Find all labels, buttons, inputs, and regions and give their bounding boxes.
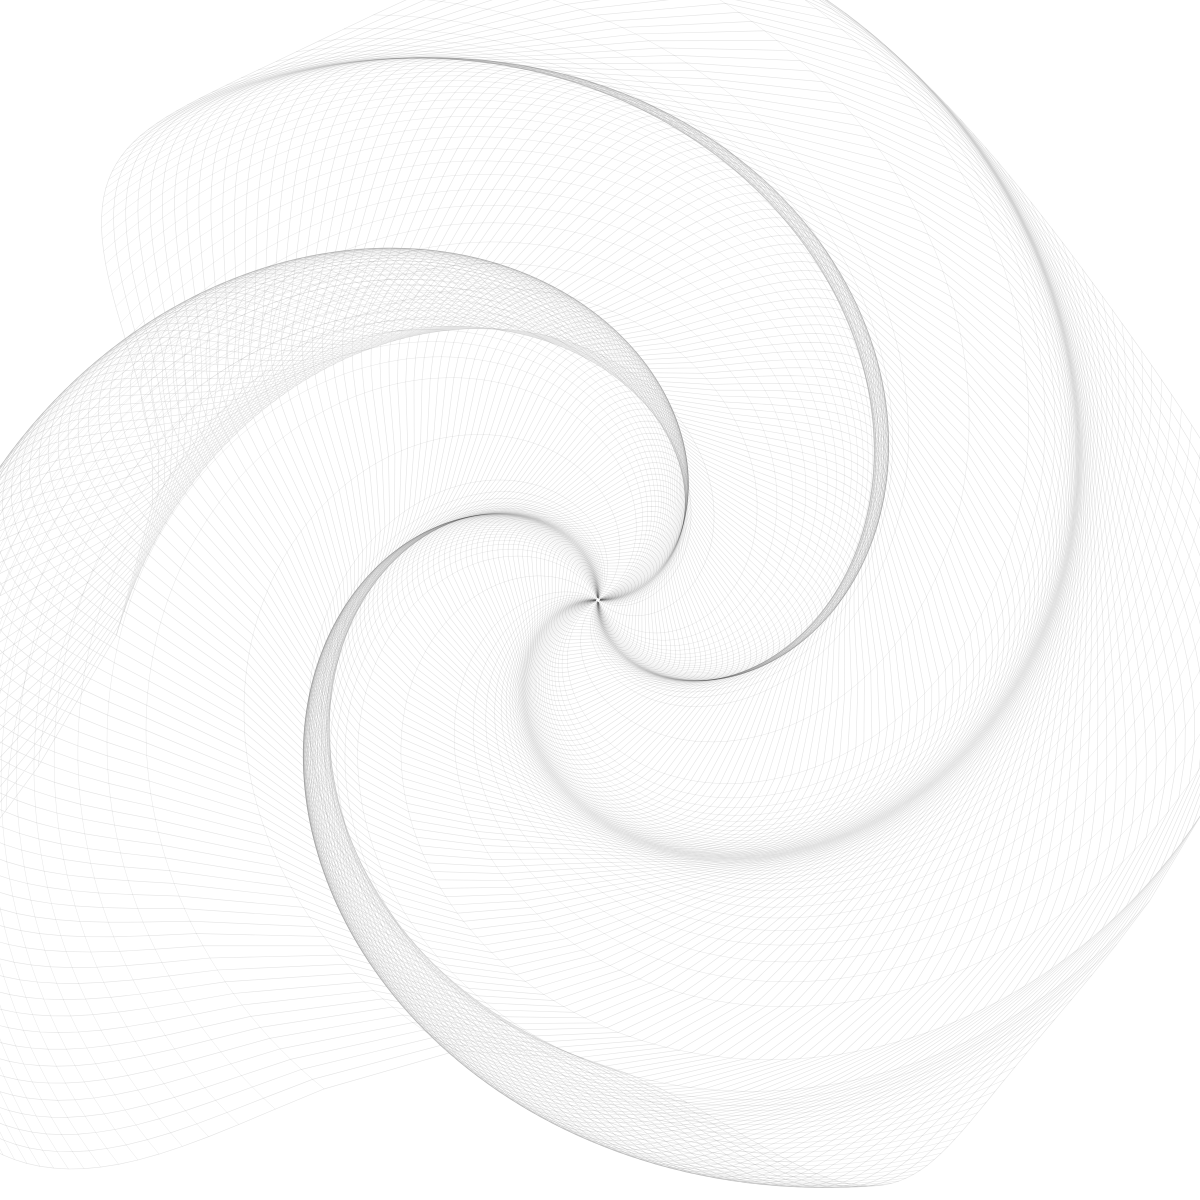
mesh-rings [0,0,1200,1188]
background [0,0,1200,1200]
mesh-lines [0,0,1200,1188]
spiral-mesh-artwork [0,0,1200,1200]
mesh-spokes [0,0,1200,1188]
artwork-canvas [0,0,1200,1200]
